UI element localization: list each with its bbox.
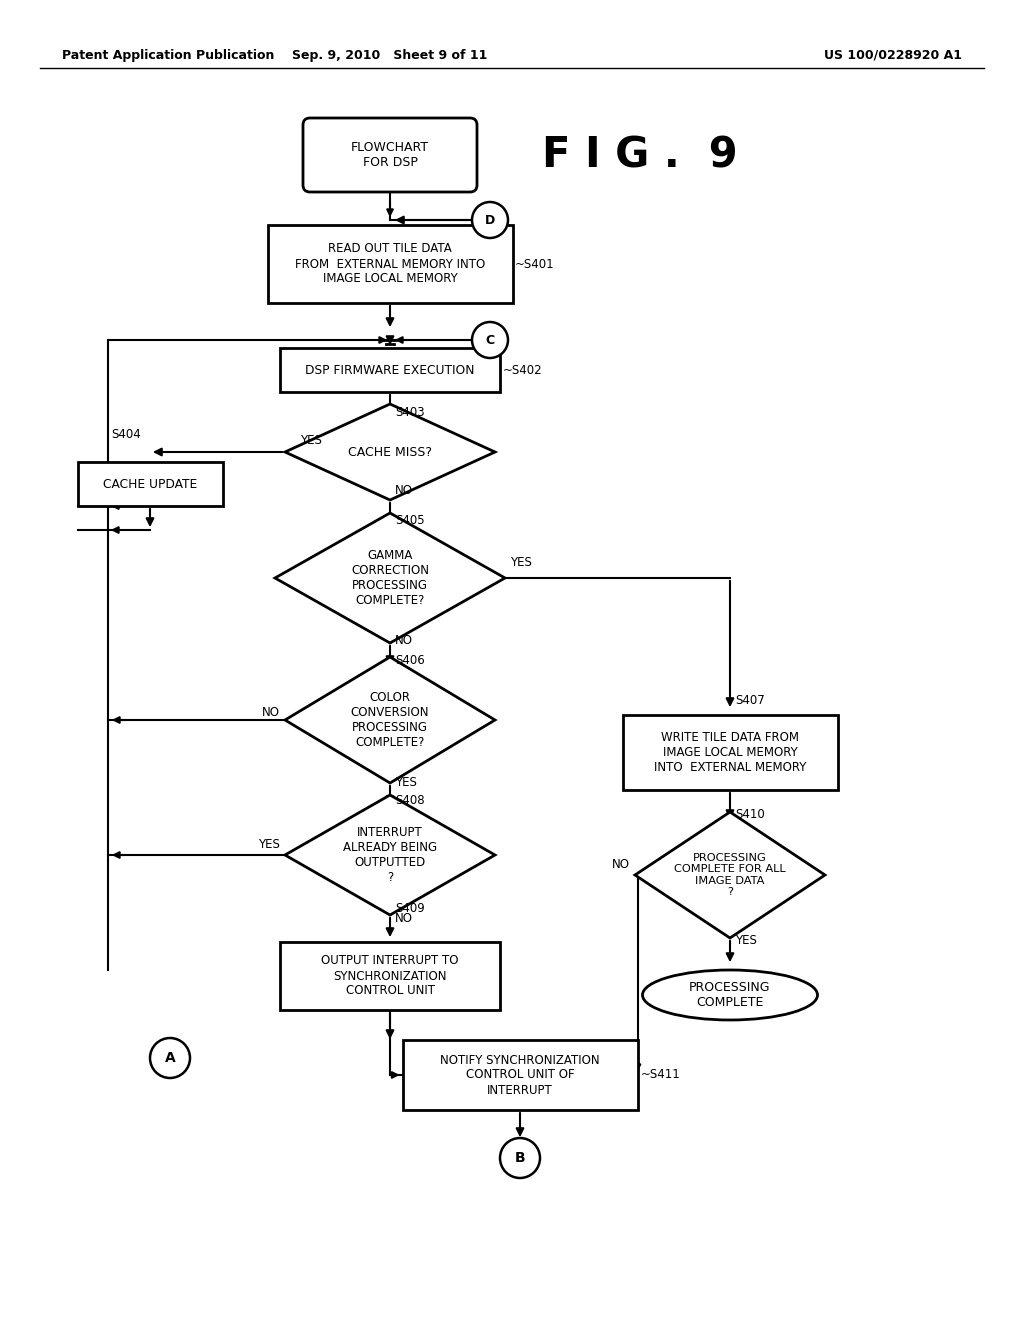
Text: NO: NO [612,858,630,871]
Circle shape [500,1138,540,1177]
Text: ~S401: ~S401 [514,259,554,272]
Text: PROCESSING
COMPLETE FOR ALL
IMAGE DATA
?: PROCESSING COMPLETE FOR ALL IMAGE DATA ? [674,853,785,898]
Text: YES: YES [395,776,417,788]
Polygon shape [285,657,495,783]
Polygon shape [285,404,495,500]
Text: A: A [165,1051,175,1065]
Text: ~S411: ~S411 [640,1068,680,1081]
Text: YES: YES [258,838,280,851]
Polygon shape [635,812,825,939]
FancyBboxPatch shape [623,715,838,789]
Polygon shape [275,513,505,643]
Text: INTERRUPT
ALREADY BEING
OUTPUTTED
?: INTERRUPT ALREADY BEING OUTPUTTED ? [343,826,437,884]
Text: NOTIFY SYNCHRONIZATION
CONTROL UNIT OF
INTERRUPT: NOTIFY SYNCHRONIZATION CONTROL UNIT OF I… [440,1053,600,1097]
Text: S403: S403 [395,405,425,418]
Text: S406: S406 [395,653,425,667]
Text: C: C [485,334,495,346]
Text: NO: NO [395,912,413,924]
Text: GAMMA
CORRECTION
PROCESSING
COMPLETE?: GAMMA CORRECTION PROCESSING COMPLETE? [351,549,429,607]
Text: S407: S407 [735,693,765,706]
Text: S410: S410 [735,808,765,821]
Text: YES: YES [735,933,757,946]
Text: Sep. 9, 2010   Sheet 9 of 11: Sep. 9, 2010 Sheet 9 of 11 [292,49,487,62]
Text: PROCESSING
COMPLETE: PROCESSING COMPLETE [689,981,771,1008]
FancyBboxPatch shape [78,462,222,506]
FancyBboxPatch shape [280,942,500,1010]
Polygon shape [285,795,495,915]
Circle shape [150,1038,190,1078]
Text: B: B [515,1151,525,1166]
Circle shape [472,202,508,238]
FancyBboxPatch shape [402,1040,638,1110]
Text: S404: S404 [111,429,140,441]
FancyBboxPatch shape [267,224,512,304]
Text: YES: YES [510,556,531,569]
Text: YES: YES [300,433,322,446]
Text: US 100/0228920 A1: US 100/0228920 A1 [824,49,962,62]
Text: S409: S409 [395,902,425,915]
Text: CACHE MISS?: CACHE MISS? [348,446,432,458]
Text: WRITE TILE DATA FROM
IMAGE LOCAL MEMORY
INTO  EXTERNAL MEMORY: WRITE TILE DATA FROM IMAGE LOCAL MEMORY … [653,731,806,774]
Text: Patent Application Publication: Patent Application Publication [62,49,274,62]
Text: S408: S408 [395,793,425,807]
FancyBboxPatch shape [280,348,500,392]
Text: F I G .  9: F I G . 9 [542,135,738,176]
Text: NO: NO [395,634,413,647]
Text: D: D [485,214,496,227]
Text: S405: S405 [395,513,425,527]
Text: ~S402: ~S402 [503,363,543,376]
Text: READ OUT TILE DATA
FROM  EXTERNAL MEMORY INTO
IMAGE LOCAL MEMORY: READ OUT TILE DATA FROM EXTERNAL MEMORY … [295,243,485,285]
Text: CACHE UPDATE: CACHE UPDATE [102,478,198,491]
Text: NO: NO [395,483,413,496]
Text: NO: NO [262,705,280,718]
Text: FLOWCHART
FOR DSP: FLOWCHART FOR DSP [351,141,429,169]
FancyBboxPatch shape [303,117,477,191]
Ellipse shape [642,970,817,1020]
Text: DSP FIRMWARE EXECUTION: DSP FIRMWARE EXECUTION [305,363,475,376]
Text: OUTPUT INTERRUPT TO
SYNCHRONIZATION
CONTROL UNIT: OUTPUT INTERRUPT TO SYNCHRONIZATION CONT… [322,954,459,998]
Circle shape [472,322,508,358]
Text: COLOR
CONVERSION
PROCESSING
COMPLETE?: COLOR CONVERSION PROCESSING COMPLETE? [351,690,429,748]
